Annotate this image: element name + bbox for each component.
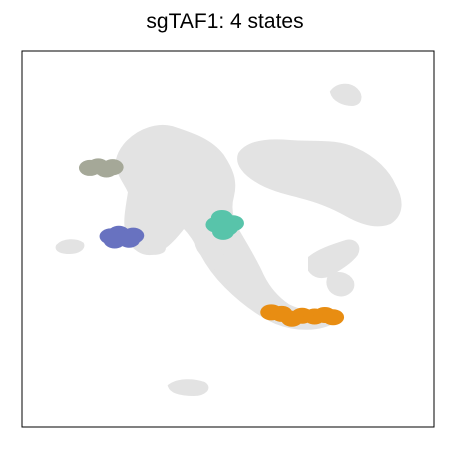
background-cell-cluster xyxy=(237,139,402,227)
data-point xyxy=(118,231,141,248)
background-cell-cluster xyxy=(143,239,167,255)
background-cell-cluster xyxy=(193,234,226,261)
chart-title: sgTAF1: 4 states xyxy=(146,10,304,33)
background-cell-cluster xyxy=(326,272,355,297)
data-point xyxy=(212,223,235,240)
data-point xyxy=(322,309,345,326)
background-cell-cluster xyxy=(55,239,85,255)
background-cell-cluster xyxy=(308,239,360,279)
state-markers xyxy=(78,158,345,327)
background-cell-cluster xyxy=(167,379,209,397)
background-cell-cluster xyxy=(329,83,362,107)
data-point xyxy=(101,159,124,176)
plot-frame xyxy=(21,50,435,428)
